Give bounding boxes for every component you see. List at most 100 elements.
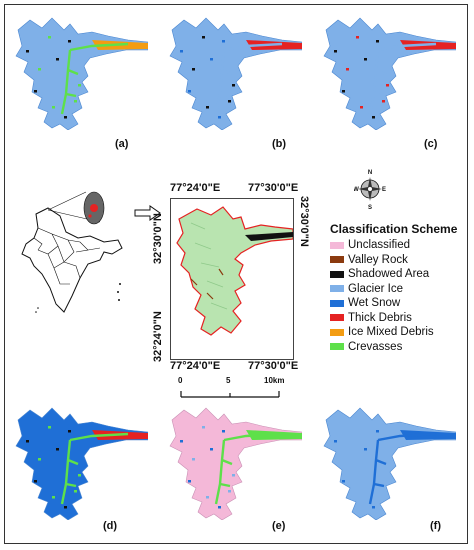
legend-label: Valley Rock [348,253,408,266]
legend-item: Unclassified [330,238,470,253]
class-patch [342,480,345,483]
panel-f [316,400,456,520]
class-patch [26,440,29,443]
class-patch [232,84,235,87]
legend-item: Crevasses [330,340,470,355]
glacier-map [15,407,148,520]
class-patch [372,116,375,119]
class-patch [48,36,51,39]
glacier-trunk [214,432,283,505]
class-patch [38,68,41,71]
class-patch [228,100,231,103]
class-patch [52,496,55,499]
glacier-trunk [368,432,437,505]
compass-e: E [382,187,386,193]
panel-label-f: (f) [430,520,441,532]
class-patch [26,50,29,53]
scale-tick-0: 0 [178,376,183,385]
glacier-body [169,17,302,130]
class-patch [206,106,209,109]
panel-a [8,10,148,130]
class-patch [382,100,385,103]
legend-item: Thick Debris [330,311,470,326]
glacier-trunk [368,42,437,115]
class-patch [64,116,67,119]
lon-label-bottom-right: 77°30'0"E [248,360,299,372]
class-patch [192,458,195,461]
legend-title: Classification Scheme [330,222,458,236]
glacier-trunk [60,42,129,115]
class-patch [78,84,81,87]
lon-label-top-right: 77°30'0"E [248,182,299,194]
study-area-marker [90,204,98,212]
panel-e [162,400,302,520]
legend-swatch [330,256,344,264]
glacier-outline [176,206,294,336]
scale-tick-10: 10km [264,376,285,385]
class-patch [206,496,209,499]
class-patch [180,440,183,443]
legend-swatch [330,285,344,293]
class-patch [68,40,71,43]
figure-frame [4,4,468,544]
class-patch [180,50,183,53]
class-patch [228,490,231,493]
glacier-body [323,407,456,520]
panel-d [8,400,148,520]
legend-label: Thick Debris [348,311,412,324]
compass-s: S [368,205,372,210]
class-patch [56,58,59,61]
legend: Classification Scheme Unclassified Valley… [330,222,470,354]
glacier-map [169,407,302,520]
glacier-map [15,17,148,130]
class-patch [346,458,349,461]
class-patch [34,90,37,93]
lon-label-bottom-left: 77°24'0"E [170,360,221,372]
arrow-icon [134,205,162,226]
legend-swatch [330,299,344,307]
glacier-trunk [60,432,129,505]
panel-label-b: (b) [272,138,287,150]
class-patch [188,90,191,93]
class-patch [364,58,367,61]
class-patch [342,90,345,93]
india-inset-map [8,188,128,328]
panel-label-a: (a) [115,138,129,150]
lat-label-left-top: 32°30'0"N [152,213,164,264]
class-patch [202,426,205,429]
panel-c [316,10,456,130]
legend-label: Glacier Ice [348,282,403,295]
class-patch [334,440,337,443]
legend-swatch [330,328,344,336]
class-patch [68,430,71,433]
glacier-body [169,407,302,520]
legend-item: Ice Mixed Debris [330,325,470,340]
class-patch [218,116,221,119]
legend-item: Glacier Ice [330,282,470,297]
class-patch [376,430,379,433]
class-patch [74,100,77,103]
class-patch [210,58,213,61]
class-patch [74,490,77,493]
class-patch [218,506,221,509]
class-patch [372,506,375,509]
class-patch [52,106,55,109]
glacier-body [15,407,148,520]
class-patch [346,68,349,71]
class-patch [192,68,195,71]
class-patch [188,480,191,483]
class-patch [386,474,389,477]
scale-bar: 0 5 10km [178,376,284,404]
class-patch [38,458,41,461]
north-arrow-icon: N S W E [353,166,386,211]
panel-label-e: (e) [272,520,286,532]
class-patch [356,36,359,39]
class-patch [360,106,363,109]
class-patch [360,496,363,499]
panel-b [162,10,302,130]
class-patch [356,426,359,429]
panel-label-d: (d) [103,520,118,532]
class-patch [56,448,59,451]
glacier-map [169,17,302,130]
legend-swatch [330,343,344,351]
